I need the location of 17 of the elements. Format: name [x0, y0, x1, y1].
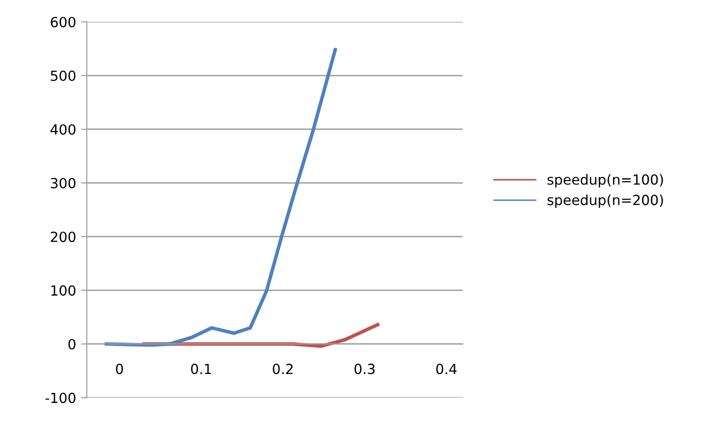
x-tick-label: 0.4: [436, 364, 457, 374]
line-series: [104, 48, 337, 347]
y-tick-label: 200: [50, 232, 76, 242]
y-tick-label: 100: [51, 285, 76, 296]
y-tick-label: 500: [50, 70, 76, 82]
legend-label: speedup(n=100): [548, 174, 663, 188]
x-tick-label: 0.3: [354, 364, 375, 374]
y-tick-label: 0: [68, 338, 76, 350]
x-tick-label: 0.2: [272, 364, 293, 374]
y-tick-label: 600: [50, 16, 76, 28]
y-tick-label: 300: [50, 178, 76, 188]
legend-label: speedup(n=200): [548, 194, 663, 208]
line-series: [142, 322, 380, 348]
y-tick-label: 400: [50, 124, 76, 135]
x-tick-label: 0.1: [191, 364, 211, 374]
x-tick-label: 0: [116, 364, 123, 374]
y-tick-label: -100: [46, 392, 76, 404]
